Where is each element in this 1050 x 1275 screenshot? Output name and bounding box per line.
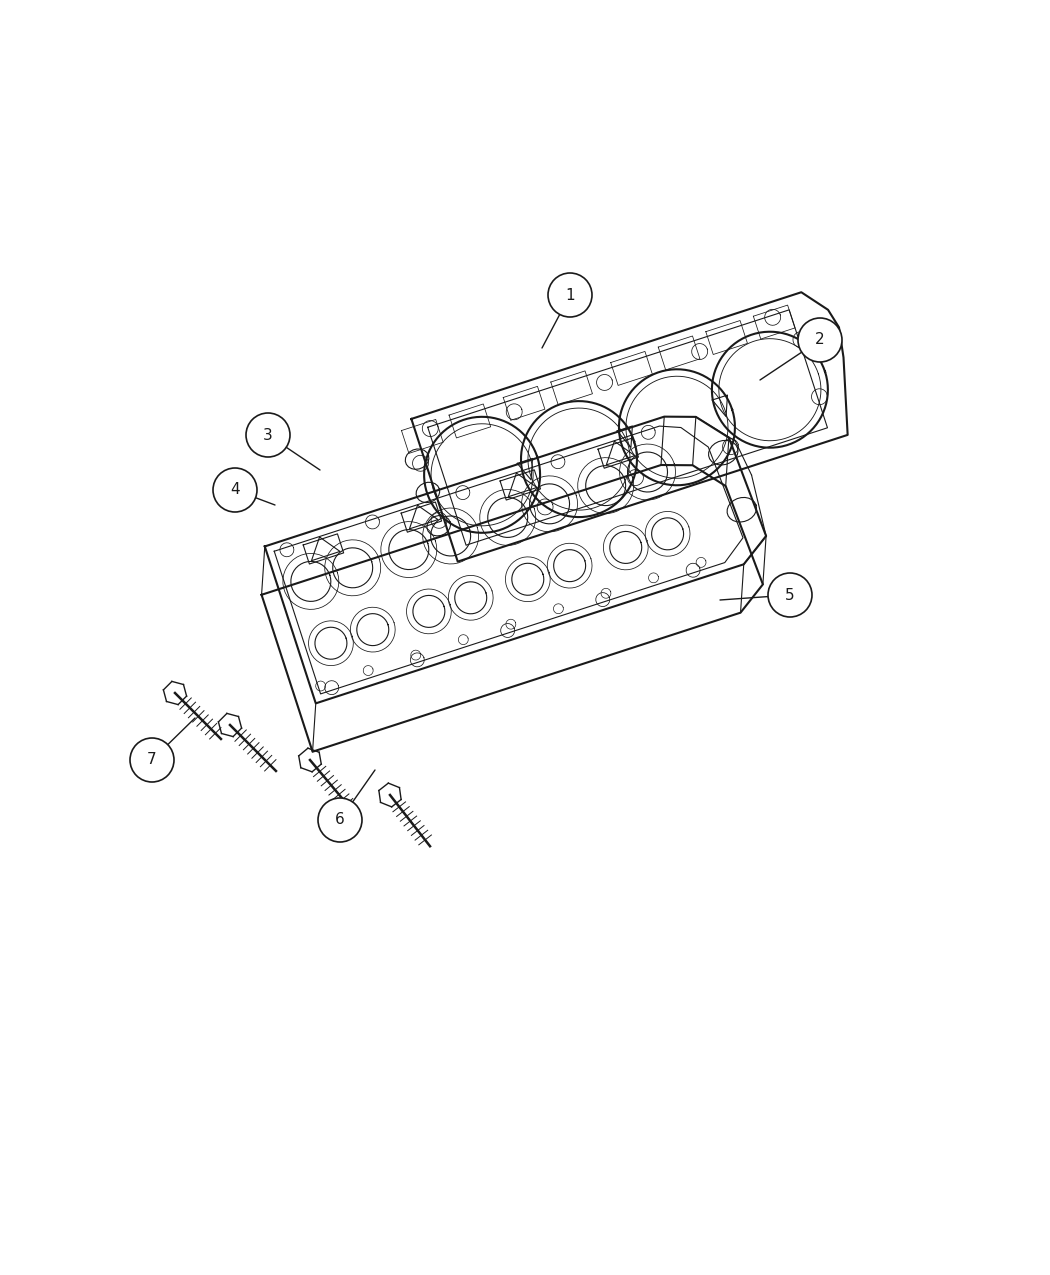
Circle shape [213,468,257,513]
Circle shape [318,798,362,842]
Circle shape [130,738,174,782]
Text: 3: 3 [264,427,273,442]
Circle shape [548,273,592,317]
Circle shape [798,317,842,362]
Text: 2: 2 [815,333,825,348]
Circle shape [768,572,812,617]
Text: 4: 4 [230,482,239,497]
Text: 6: 6 [335,812,344,827]
Text: 5: 5 [785,588,795,603]
Text: 1: 1 [565,287,574,302]
Circle shape [246,413,290,456]
Text: 7: 7 [147,752,156,768]
